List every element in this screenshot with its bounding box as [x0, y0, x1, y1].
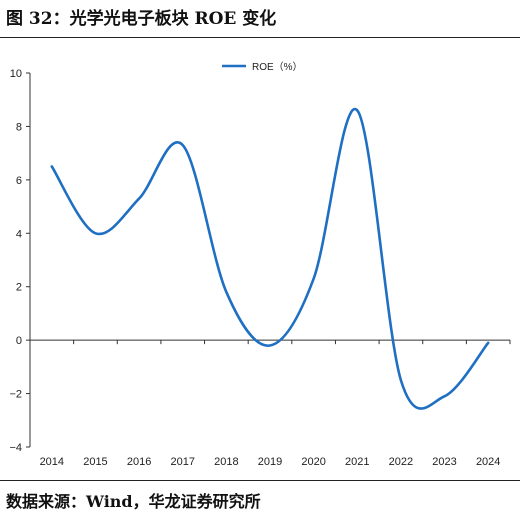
x-tick-label: 2014: [40, 456, 64, 468]
x-tick-label: 2023: [432, 456, 456, 468]
y-tick-label: 2: [16, 282, 22, 294]
x-tick-label: 2017: [170, 456, 194, 468]
x-tick-label: 2020: [301, 456, 325, 468]
chart-ticks: −4 −2 0 2 4 6 8 10 2014 2015 2016 2017 2018 2019 2020 2…: [9, 68, 511, 468]
y-tick-label: −2: [9, 389, 22, 401]
y-tick-label: 4: [16, 228, 22, 240]
roe-line-chart: −4 −2 0 2 4 6 8 10 2014 2015 2016 2017 2018 2019 2020 2…: [9, 61, 511, 468]
y-tick-label: 10: [10, 68, 22, 80]
chart-series: [50, 107, 490, 410]
chart-legend: ROE（%）: [222, 61, 303, 73]
x-tick-label: 2021: [345, 456, 369, 468]
x-tick-label: 2022: [389, 456, 413, 468]
data-source: 数据来源：Wind，华龙证券研究所: [6, 492, 261, 511]
figure-title: 图 32：光学光电子板块 ROE 变化: [6, 9, 277, 29]
bottom-rule: [0, 480, 520, 481]
top-rule: [0, 37, 520, 38]
x-tick-label: 2019: [258, 456, 282, 468]
legend-label: ROE（%）: [252, 61, 303, 73]
x-tick-label: 2016: [127, 456, 151, 468]
roe-series-line: [50, 107, 490, 410]
x-tick-label: 2015: [83, 456, 107, 468]
y-tick-label: 8: [16, 121, 22, 133]
chart-axes: [29, 73, 510, 447]
x-tick-label: 2024: [476, 456, 500, 468]
y-tick-label: 0: [16, 335, 22, 347]
y-tick-label: −4: [9, 442, 22, 454]
x-tick-label: 2018: [214, 456, 238, 468]
y-tick-label: 6: [16, 175, 22, 187]
